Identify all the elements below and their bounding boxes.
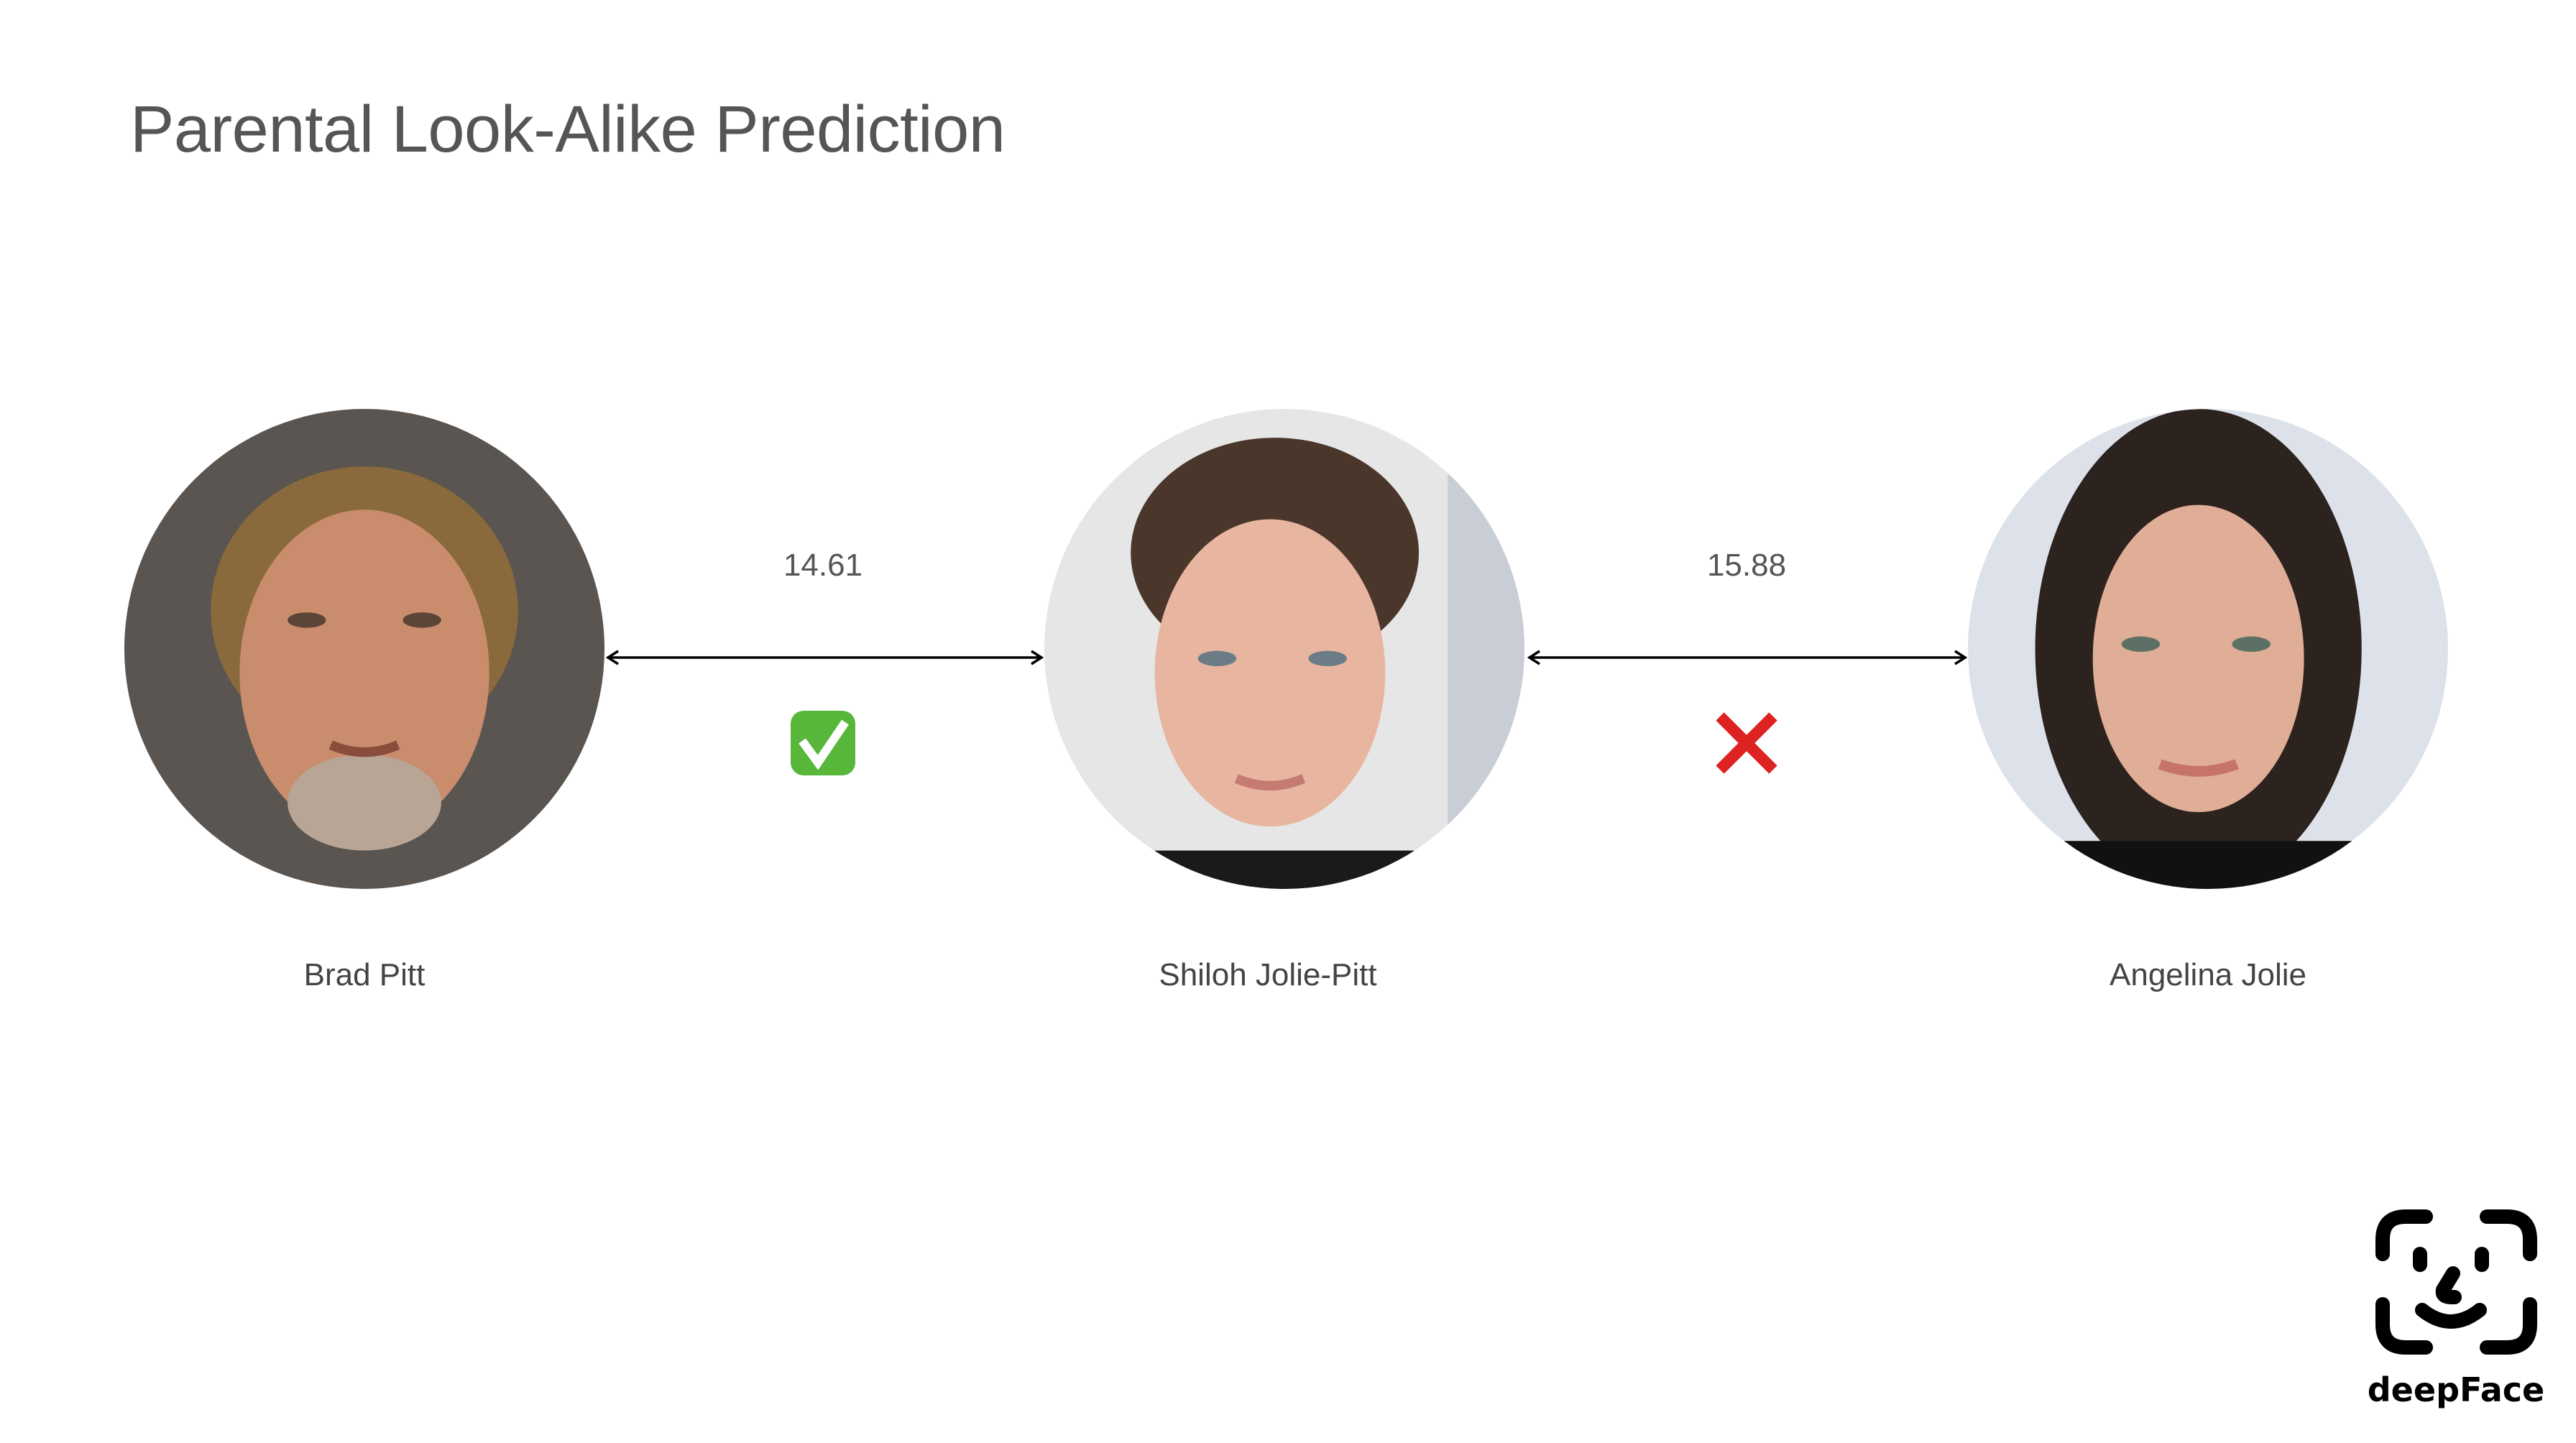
person-name: Angelina Jolie — [2110, 957, 2306, 992]
deepface-logo: deepFace — [2368, 1197, 2544, 1416]
green-check-mark-icon — [789, 709, 857, 777]
page-title: Parental Look-Alike Prediction — [130, 93, 1006, 166]
person-name: Brad Pitt — [303, 957, 426, 992]
double-arrow-icon — [605, 647, 1044, 668]
photo-angelina-jolie — [1968, 409, 2448, 889]
photo-brad-pitt — [124, 409, 604, 889]
distance-score: 15.88 — [1706, 548, 1787, 583]
red-cross-icon — [1713, 709, 1780, 777]
photo-shiloh-jolie-pitt — [1044, 409, 1524, 889]
person-name: Shiloh Jolie-Pitt — [1159, 957, 1377, 992]
double-arrow-icon — [1527, 647, 1968, 668]
logo-text: deepFace — [2368, 1370, 2544, 1409]
distance-score: 14.61 — [783, 548, 863, 583]
